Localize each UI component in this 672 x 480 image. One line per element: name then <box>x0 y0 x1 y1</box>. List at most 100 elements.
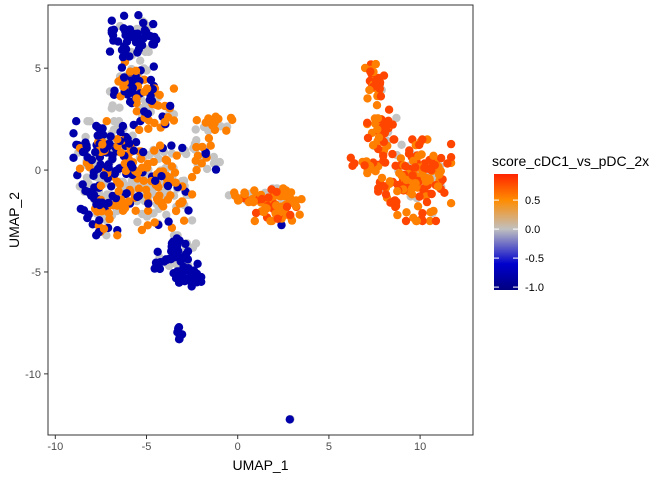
legend-title: score_cDC1_vs_pDC_2x <box>492 153 649 169</box>
data-point <box>108 151 117 160</box>
data-point <box>272 187 281 197</box>
data-point <box>119 73 129 82</box>
data-point <box>167 141 176 150</box>
data-point <box>133 217 142 227</box>
data-point <box>132 94 141 103</box>
data-point <box>183 255 193 264</box>
data-point <box>81 186 90 196</box>
data-point <box>169 84 179 93</box>
data-point <box>111 166 120 176</box>
y-tick-label: 5 <box>35 63 41 75</box>
data-point <box>150 118 159 128</box>
data-point <box>436 153 446 163</box>
data-point <box>191 156 200 165</box>
data-point <box>281 192 291 201</box>
data-point <box>179 216 189 225</box>
data-point <box>174 323 184 332</box>
data-point <box>113 231 122 240</box>
data-point <box>184 206 193 215</box>
data-point <box>109 125 119 134</box>
data-point <box>133 48 142 57</box>
data-point <box>98 124 107 133</box>
data-point <box>226 113 236 123</box>
data-point <box>415 140 424 150</box>
data-point <box>211 165 221 174</box>
data-point <box>251 208 261 218</box>
data-point <box>153 247 162 256</box>
data-point <box>108 101 117 110</box>
data-point <box>171 178 180 187</box>
x-tick-label: 0 <box>235 441 241 453</box>
data-point <box>89 190 99 199</box>
data-point <box>384 105 394 114</box>
data-point <box>155 141 165 150</box>
data-point <box>388 120 397 129</box>
data-point <box>162 210 171 219</box>
data-point <box>162 156 172 165</box>
data-point <box>250 186 259 195</box>
data-point <box>262 204 271 213</box>
data-point <box>363 118 372 128</box>
data-point <box>134 184 144 193</box>
data-point <box>407 184 417 193</box>
data-point <box>170 168 180 177</box>
data-point <box>177 197 187 206</box>
data-point <box>144 124 153 133</box>
data-point <box>373 125 382 134</box>
data-point <box>198 142 207 152</box>
data-point <box>87 155 97 165</box>
data-point <box>250 216 259 226</box>
data-point <box>89 168 99 177</box>
data-point <box>106 132 115 141</box>
data-point <box>192 136 201 145</box>
data-point <box>75 164 85 173</box>
data-point <box>385 177 395 186</box>
data-point <box>411 163 420 172</box>
data-point <box>266 216 275 226</box>
data-point <box>139 147 148 157</box>
data-point <box>363 133 373 143</box>
data-point <box>175 334 184 344</box>
data-point <box>119 24 128 33</box>
data-point <box>388 149 397 159</box>
data-point <box>105 47 115 56</box>
data-point <box>79 206 89 215</box>
data-point <box>157 172 166 181</box>
data-point <box>446 139 456 149</box>
data-point <box>150 264 159 273</box>
data-point <box>350 159 359 168</box>
data-point <box>393 187 402 196</box>
data-point <box>201 118 210 127</box>
data-point <box>427 189 436 199</box>
data-point <box>115 180 125 189</box>
data-point <box>163 195 173 204</box>
data-point <box>401 162 410 171</box>
data-point <box>397 171 406 180</box>
x-tick-label: 10 <box>414 441 426 453</box>
data-point <box>386 198 395 207</box>
data-point <box>167 223 177 232</box>
data-point <box>402 208 411 217</box>
data-point <box>181 239 190 249</box>
data-point <box>129 146 138 155</box>
data-point <box>166 255 176 264</box>
data-point <box>107 16 117 25</box>
data-point <box>143 206 153 215</box>
data-point <box>192 116 201 125</box>
data-point <box>113 37 123 46</box>
data-point <box>116 148 126 157</box>
data-point <box>187 172 197 182</box>
data-point <box>109 117 119 126</box>
data-point <box>392 113 401 123</box>
data-point <box>187 190 197 199</box>
data-point <box>72 117 81 126</box>
colorbar <box>494 174 518 290</box>
data-point <box>167 162 177 171</box>
data-point <box>99 171 109 180</box>
y-axis: 5 0 -5 -10 <box>25 63 48 381</box>
data-point <box>277 220 286 230</box>
data-point <box>131 66 141 76</box>
data-point <box>222 126 231 135</box>
data-point <box>421 177 431 186</box>
y-tick-label: -10 <box>25 369 41 381</box>
